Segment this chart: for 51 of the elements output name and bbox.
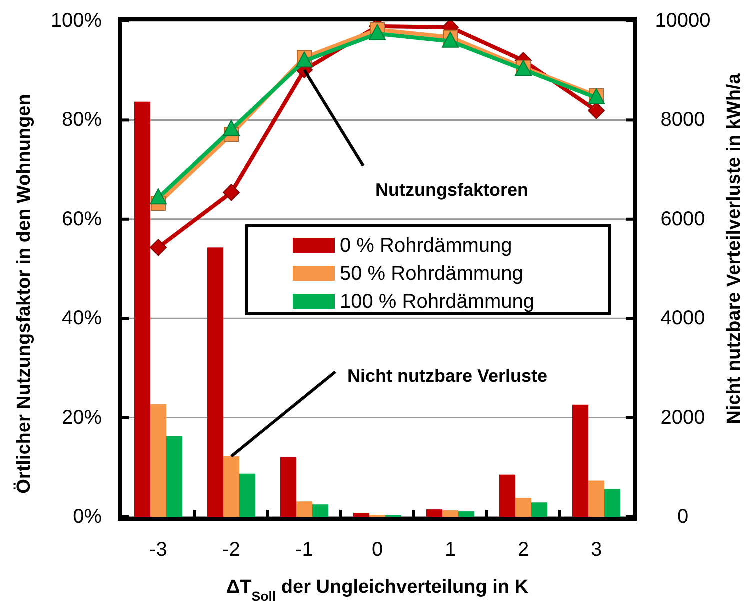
bar	[280, 457, 296, 517]
legend-label: 50 % Rohrdämmung	[340, 263, 524, 285]
bar	[588, 480, 604, 517]
legend-label: 100 % Rohrdämmung	[340, 291, 535, 313]
point	[588, 102, 605, 120]
y2-tick-label: 10000	[655, 10, 711, 32]
y2-tick-label: 2000	[660, 406, 706, 429]
bar	[442, 510, 458, 517]
bar	[224, 456, 240, 517]
y-tick-label: 60%	[62, 208, 102, 230]
bar	[312, 504, 328, 517]
bar	[150, 404, 166, 517]
annotation: Nutzungsfaktoren	[376, 180, 528, 200]
x-axis-title: ΔT$_{Soll}$ der Ungleichverteilung in K	[226, 577, 529, 601]
point	[223, 184, 240, 202]
y2-tick-label: 8000	[660, 109, 706, 132]
bar	[166, 436, 182, 517]
bar	[458, 512, 474, 517]
annotation: Nicht nutzbare Verluste	[348, 366, 548, 386]
y-tick-label: 100%	[50, 10, 102, 32]
y2-tick-label: 0	[677, 506, 689, 528]
bar	[500, 474, 516, 517]
y2-tick-label: 6000	[660, 208, 706, 230]
x-tick-label: 1	[444, 539, 456, 561]
y-tick-label: 80%	[62, 109, 102, 132]
bar	[426, 510, 442, 517]
x-tick-label: -2	[222, 539, 240, 561]
y-tick-label: 40%	[62, 308, 102, 330]
bar	[532, 502, 548, 517]
x-tick-label: -1	[296, 539, 314, 561]
y2-tick-label: 4000	[660, 308, 706, 330]
point	[150, 239, 167, 256]
x-tick-label: 0	[372, 539, 384, 561]
bar	[240, 474, 256, 517]
bar	[572, 404, 588, 517]
x-tick-label: 2	[518, 539, 530, 561]
y2-axis-title: Nicht nutzbare Verteilverluste in kWh/a	[724, 73, 745, 424]
bar	[354, 513, 370, 517]
x-tick-label: -3	[150, 539, 168, 561]
bar	[604, 489, 620, 517]
point	[150, 188, 167, 205]
y-tick-label: 0%	[73, 506, 102, 528]
x-tick-label: 3	[590, 539, 602, 561]
y-tick-label: 20%	[62, 406, 102, 429]
point	[223, 120, 240, 136]
point	[442, 32, 459, 48]
legend-label: 0 % Rohrdämmung	[340, 235, 512, 257]
bar	[296, 502, 312, 517]
bar	[516, 498, 532, 517]
bar	[208, 248, 224, 517]
y-axis-title: Örtlicher Nutzungsfaktor in den Wohnungen	[13, 94, 35, 494]
